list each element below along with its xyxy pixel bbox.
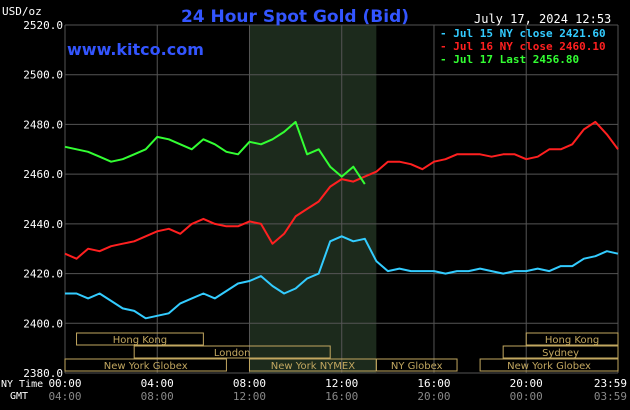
legend-item-jul17: - Jul 17 Last 2456.80 <box>440 53 579 66</box>
nymex-session-highlight <box>249 25 377 373</box>
ny-time-row-label: NY Time <box>1 379 43 390</box>
gmt-row-label: GMT <box>10 391 28 402</box>
market-session-bar <box>64 358 227 372</box>
y-tick-label: 2460.0 <box>23 168 63 181</box>
legend: - Jul 15 NY close 2421.60 - Jul 16 NY cl… <box>440 27 606 66</box>
legend-item-jul15: - Jul 15 NY close 2421.60 <box>440 27 606 40</box>
series-line-3 <box>64 120 366 185</box>
y-tick-label: 2480.0 <box>23 118 63 131</box>
series-line-2 <box>64 120 619 260</box>
market-session-bar <box>133 345 331 359</box>
x-tick-label-gmt: 08:00 <box>141 390 174 403</box>
highlight-band <box>249 25 377 373</box>
market-session-bar <box>375 358 458 372</box>
market-session-label: Hong Kong <box>113 335 167 346</box>
market-session-label: Hong Kong <box>545 335 599 346</box>
y-unit-label: USD/oz <box>2 5 42 18</box>
y-tick-label: 2520.0 <box>23 19 63 32</box>
market-session-label: New York Globex <box>104 361 188 372</box>
legend-item-jul16: - Jul 16 NY close 2460.10 <box>440 40 606 53</box>
x-tick-label-ny: 04:00 <box>141 377 174 390</box>
y-tick-label: 2500.0 <box>23 69 63 82</box>
market-session-bar <box>502 345 619 359</box>
x-tick-label-ny: 12:00 <box>325 377 358 390</box>
y-tick-label: 2420.0 <box>23 268 63 281</box>
market-session-bar <box>76 332 204 346</box>
grid-lines <box>64 24 619 374</box>
series-line-1 <box>65 235 619 320</box>
y-tick-label: 2400.0 <box>23 317 63 330</box>
x-tick-label-ny: 08:00 <box>233 377 266 390</box>
website-label: www.kitco.com <box>67 40 204 59</box>
x-axis-ticks: 00:00 04:00 08:00 12:00 16:00 20:00 23:5904:00… <box>48 377 627 403</box>
datetime-label: July 17, 2024 12:53 <box>474 12 611 26</box>
y-tick-label: 2380.0 <box>23 367 63 380</box>
market-session-label: NY Globex <box>391 361 443 372</box>
market-session-label: New York NYMEX <box>271 361 356 372</box>
x-tick-label-ny: 23:59 <box>594 377 627 390</box>
y-tick-label: 2440.0 <box>23 218 63 231</box>
x-tick-label-gmt: 16:00 <box>325 390 358 403</box>
market-session-label: New York Globex <box>507 361 591 372</box>
price-series <box>64 120 619 320</box>
market-sessions: Hong Kong London New York Globex New York N… <box>64 332 619 372</box>
market-session-bar <box>525 332 619 346</box>
chart-title: 24 Hour Spot Gold (Bid) <box>181 7 409 27</box>
x-tick-label-gmt: 04:00 <box>48 390 81 403</box>
y-axis-ticks: 2520.0 2500.0 2480.0 2460.0 2440.0 2420.0 2400… <box>23 19 63 380</box>
x-tick-label-ny: 16:00 <box>417 377 450 390</box>
market-session-label: Sydney <box>542 348 579 359</box>
x-tick-label-gmt: 03:59 <box>594 390 627 403</box>
x-tick-label-ny: 20:00 <box>510 377 543 390</box>
market-session-bar <box>479 358 619 372</box>
market-session-label: London <box>214 348 251 359</box>
x-tick-label-gmt: 20:00 <box>417 390 450 403</box>
x-tick-label-gmt: 00:00 <box>510 390 543 403</box>
x-tick-label-ny: 00:00 <box>48 377 81 390</box>
x-tick-label-gmt: 12:00 <box>233 390 266 403</box>
